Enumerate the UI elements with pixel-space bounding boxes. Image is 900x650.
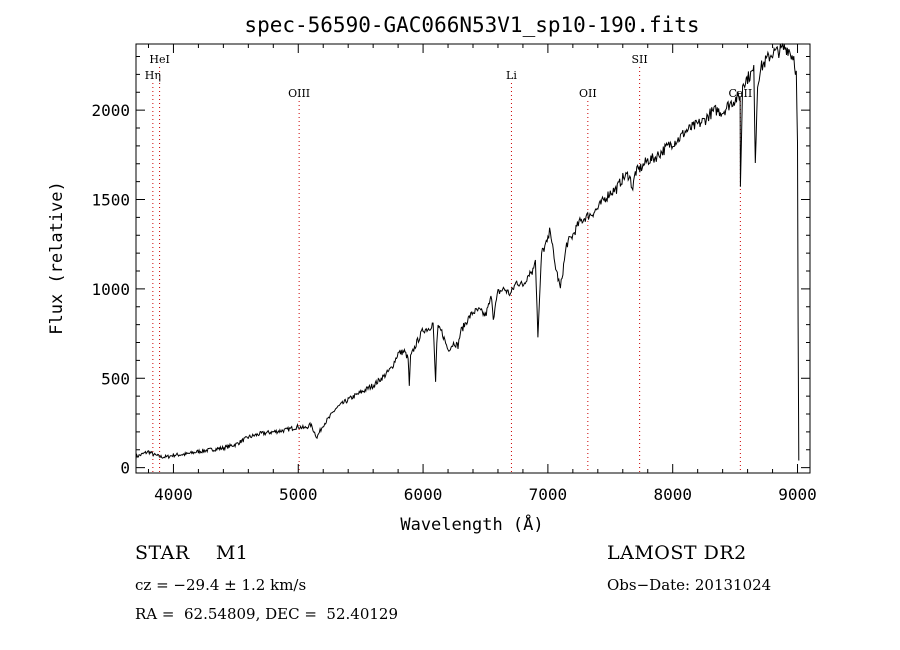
survey-label: LAMOST DR2 xyxy=(607,542,747,564)
velocity-label: cz = −29.4 ± 1.2 km/s xyxy=(135,576,307,594)
chart-title: spec-56590-GAC066N53V1_sp10-190.fits xyxy=(244,13,699,37)
spectral-line-label: HeI xyxy=(149,53,169,66)
x-tick-label: 6000 xyxy=(404,485,443,504)
y-tick-label: 0 xyxy=(120,459,130,478)
x-axis-label: Wavelength (Å) xyxy=(400,513,543,535)
spectral-line-label: OII xyxy=(579,87,597,100)
spectral-line-label: SII xyxy=(632,53,648,66)
spectral-line-label: CaII xyxy=(729,87,753,100)
spectral-line-label: Hη xyxy=(145,69,161,82)
y-axis-label: Flux (relative) xyxy=(47,181,67,335)
spectral-line-label: Li xyxy=(506,69,517,82)
x-tick-label: 7000 xyxy=(529,485,568,504)
spectral-line-label: OIII xyxy=(288,87,310,100)
y-tick-label: 1500 xyxy=(91,191,130,210)
x-axis-ticks: 4000 5000 6000 7000 8000 9000 xyxy=(147,44,817,504)
spectral-line-markers: HeI Hη OIII Li OII SII CaII xyxy=(145,53,752,473)
spectrum-series-line xyxy=(135,42,800,461)
coordinates-label: RA = 62.54809, DEC = 52.40129 xyxy=(135,605,399,623)
obs-date-label: Obs−Date: 20131024 xyxy=(607,576,772,594)
x-tick-label: 5000 xyxy=(279,485,318,504)
object-class-label: STAR M1 xyxy=(135,542,249,564)
y-tick-label: 500 xyxy=(101,369,130,388)
y-tick-label: 1000 xyxy=(91,280,130,299)
x-tick-label: 9000 xyxy=(778,485,817,504)
x-tick-label: 8000 xyxy=(653,485,692,504)
x-tick-label: 4000 xyxy=(154,485,193,504)
y-tick-label: 2000 xyxy=(91,101,130,120)
y-axis-ticks: 0 500 1000 1500 2000 xyxy=(91,56,810,478)
plot-frame xyxy=(135,43,811,474)
